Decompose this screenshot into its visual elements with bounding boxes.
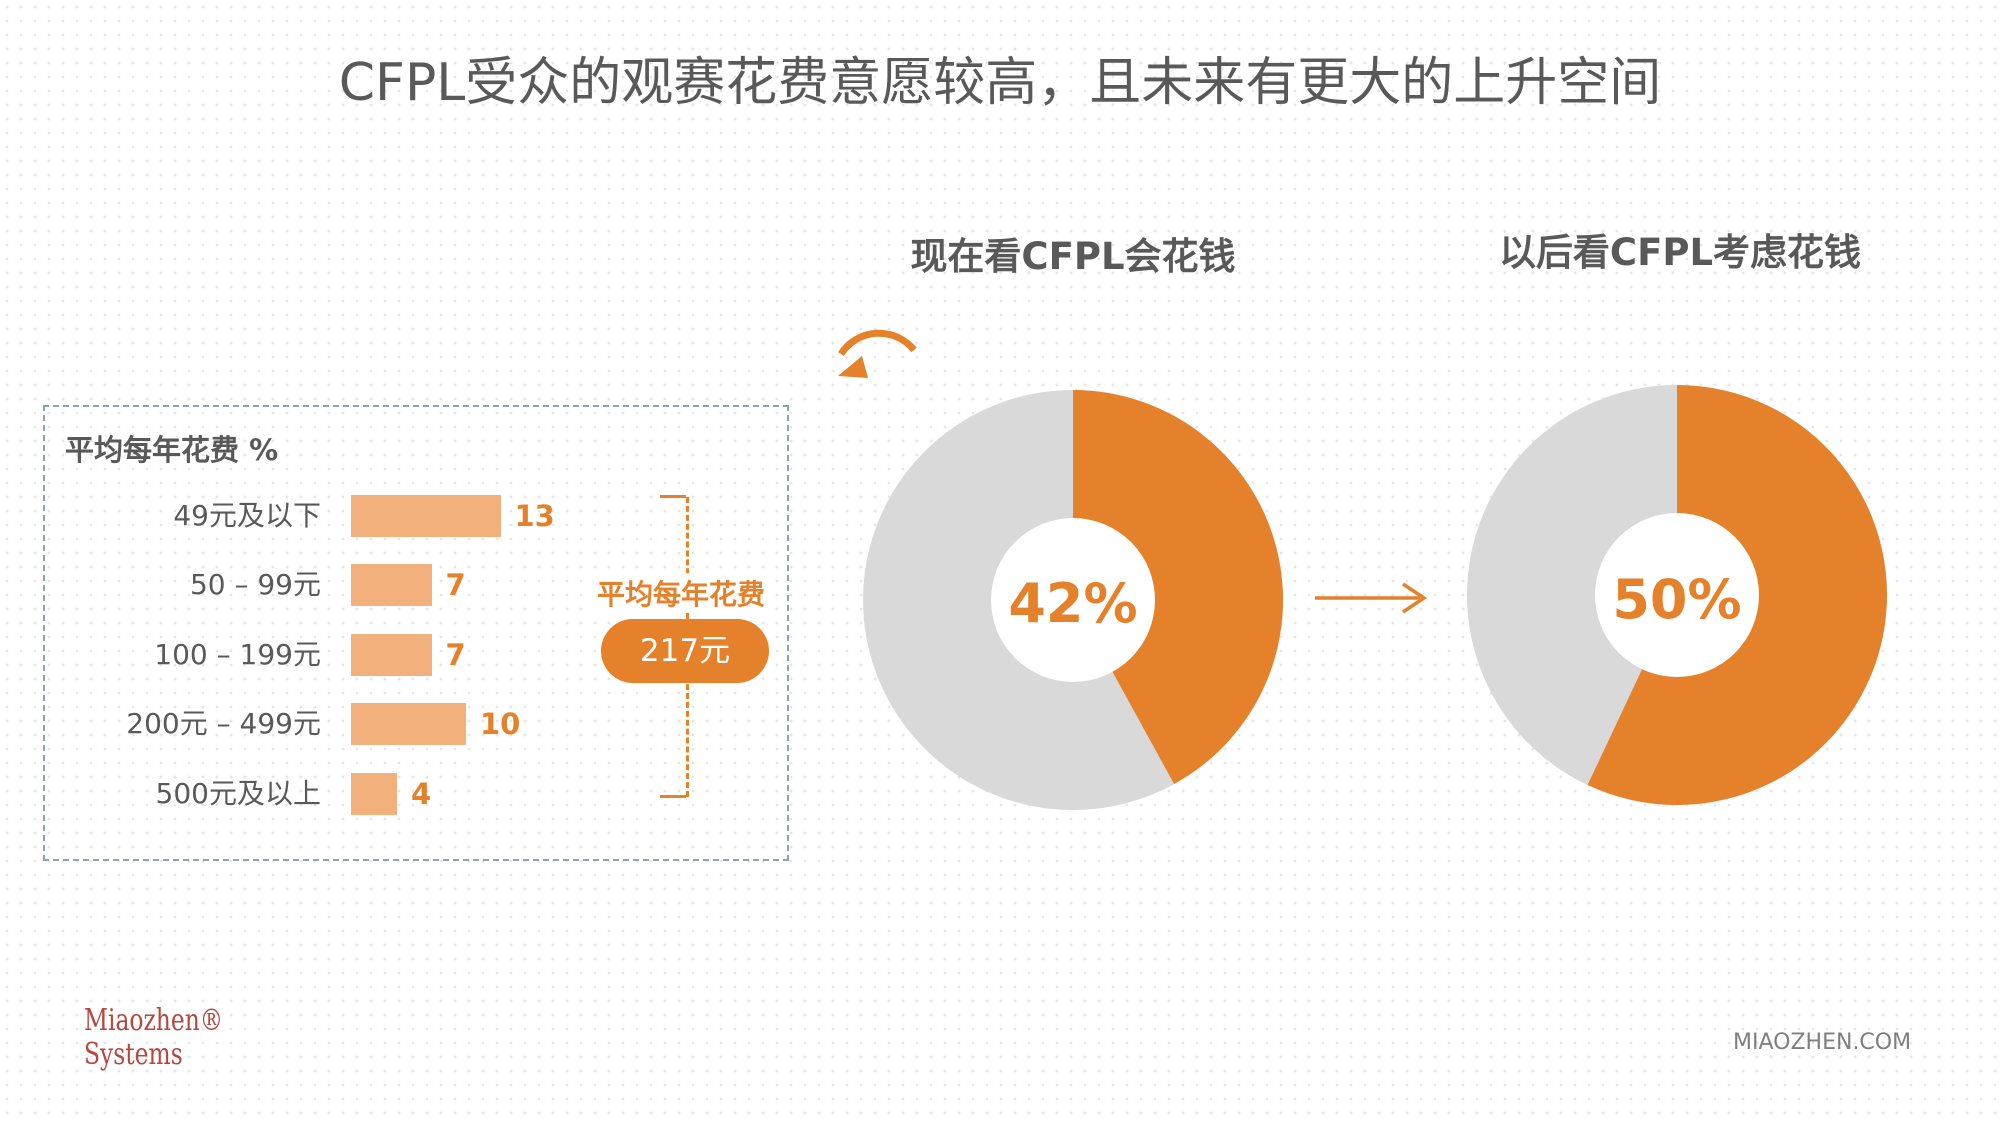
bar-row: 200元 – 499元 10 bbox=[45, 703, 791, 745]
bar-category-label: 200元 – 499元 bbox=[126, 707, 321, 740]
bar-value-label: 7 bbox=[445, 638, 466, 672]
donut-title-now: 现在看CFPL会花钱 bbox=[910, 235, 1236, 278]
bar-row: 100 – 199元 7 bbox=[45, 634, 791, 676]
bar-row: 500元及以上 4 bbox=[45, 773, 791, 815]
rotate-arrow-icon bbox=[838, 329, 917, 378]
site-url: MIAOZHEN.COM bbox=[1733, 1030, 1912, 1055]
bar-row: 50 – 99元 7 bbox=[45, 564, 791, 606]
right-arrow-icon bbox=[1315, 582, 1428, 614]
donut-now bbox=[863, 390, 1284, 810]
bar-value-label: 10 bbox=[480, 707, 521, 741]
donut-center-label-future: 50% bbox=[1612, 568, 1741, 631]
bar bbox=[351, 634, 432, 676]
bar-value-label: 7 bbox=[445, 568, 466, 602]
donut-slice-highlight bbox=[1073, 390, 1284, 785]
donut-future bbox=[1467, 385, 1887, 805]
average-label: 平均每年花费 bbox=[593, 573, 769, 613]
bar-category-label: 100 – 199元 bbox=[154, 638, 321, 671]
bar-category-label: 500元及以上 bbox=[155, 777, 321, 810]
page-title: CFPL受众的观赛花费意愿较高，且未来有更大的上升空间 bbox=[338, 53, 1662, 113]
bar bbox=[351, 773, 397, 815]
logo-line2: Systems bbox=[84, 1037, 183, 1072]
donut-hole bbox=[991, 518, 1155, 682]
donut-title-future: 以后看CFPL考虑花钱 bbox=[1498, 231, 1862, 274]
bar-value-label: 4 bbox=[411, 777, 432, 811]
miaozhen-logo: Miaozhen® Systems bbox=[84, 1003, 224, 1072]
spend-panel: 平均每年花费 % 49元及以下 13 50 – 99元 7 100 – 199元 7 200… bbox=[43, 405, 789, 861]
logo-line1: Miaozhen® bbox=[84, 1003, 224, 1038]
bracket-top bbox=[660, 495, 686, 498]
donut-hole bbox=[1595, 513, 1759, 677]
donut-center-label-now: 42% bbox=[1008, 572, 1137, 635]
bar-category-label: 49元及以下 bbox=[173, 499, 321, 532]
bar bbox=[351, 564, 432, 606]
bar-value-label: 13 bbox=[514, 499, 555, 533]
panel-title: 平均每年花费 % bbox=[65, 433, 279, 467]
bar-category-label: 50 – 99元 bbox=[189, 568, 321, 601]
bracket-bottom bbox=[660, 795, 686, 798]
bar bbox=[351, 495, 501, 537]
average-value-pill: 217元 bbox=[601, 619, 769, 683]
bar-row: 49元及以下 13 bbox=[45, 495, 791, 537]
bar bbox=[351, 703, 466, 745]
